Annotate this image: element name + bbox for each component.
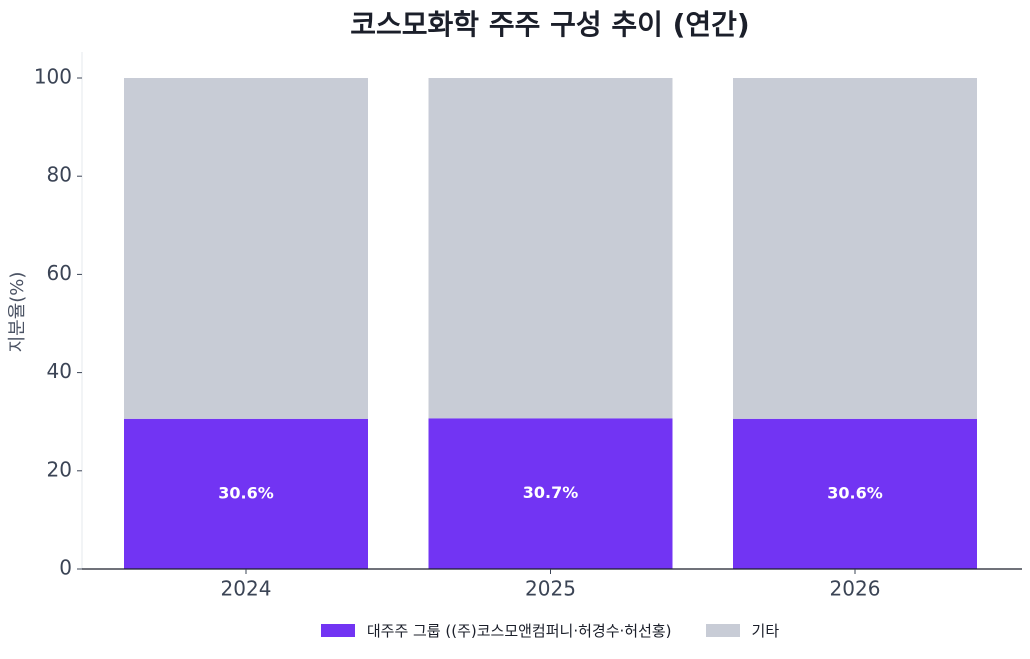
y-tick-label-100: 100	[34, 65, 72, 89]
bar-2026-series-1	[733, 78, 977, 419]
data-label-2024: 30.6%	[218, 483, 274, 502]
y-axis-label: 지분율(%)	[7, 272, 28, 353]
bar-2024-series-1	[124, 78, 368, 419]
y-tick-label-60: 60	[47, 261, 72, 285]
legend: 대주주 그룹 ((주)코스모앤컴퍼니·허경수·허선홍) 기타	[0, 620, 1030, 641]
bar-2024-series-0	[124, 418, 368, 569]
bar-2026-series-0	[733, 418, 977, 569]
bars-layer	[124, 78, 977, 569]
y-tick-label-80: 80	[47, 163, 72, 187]
legend-item-others: 기타	[705, 620, 780, 641]
axes-layer: 0 20 40 60 80 100 2024 2025 2026 지분율(%)	[7, 52, 1022, 601]
legend-label-major-shareholders: 대주주 그룹 ((주)코스모앤컴퍼니·허경수·허선홍)	[366, 622, 672, 640]
legend-item-major-shareholders: 대주주 그룹 ((주)코스모앤컴퍼니·허경수·허선홍)	[320, 620, 672, 641]
legend-swatch-others	[705, 624, 740, 637]
data-label-2025: 30.7%	[523, 483, 579, 502]
x-tick-label-2026: 2026	[830, 577, 881, 601]
y-tick-label-40: 40	[47, 359, 72, 383]
legend-label-others: 기타	[751, 622, 780, 640]
x-tick-label-2024: 2024	[221, 577, 272, 601]
x-tick-label-2025: 2025	[525, 577, 576, 601]
data-labels-layer: 30.6% 30.7% 30.6%	[218, 483, 883, 502]
y-tick-label-0: 0	[59, 556, 72, 580]
bar-2025-series-1	[428, 78, 673, 419]
chart-title: 코스모화학 주주 구성 추이 (연간)	[350, 8, 750, 41]
legend-swatch-major-shareholders	[320, 624, 355, 637]
data-label-2026: 30.6%	[827, 483, 883, 502]
bar-2025-series-0	[428, 418, 673, 569]
y-tick-label-20: 20	[47, 457, 72, 481]
